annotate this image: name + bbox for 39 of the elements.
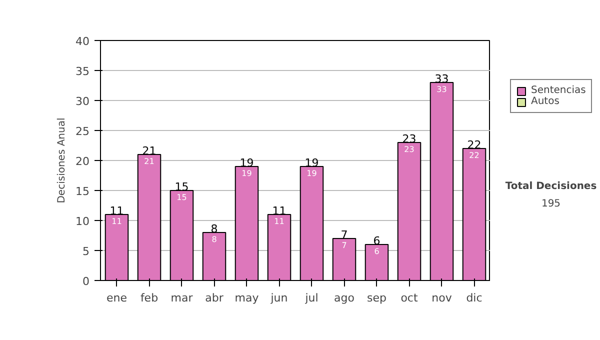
x-tick-label: oct xyxy=(400,292,418,304)
data-label: 7 xyxy=(342,241,347,250)
y-tick-label: 20 xyxy=(76,155,90,168)
y-tick-label: 15 xyxy=(76,185,90,198)
x-tick-label: dic xyxy=(466,292,482,304)
y-tick-label: 40 xyxy=(76,35,90,48)
data-label: 11 xyxy=(274,217,284,226)
x-tick-label: jun xyxy=(270,292,288,304)
x-tick-label: nov xyxy=(432,292,452,304)
y-axis-title: Decisiones Anual xyxy=(56,118,68,204)
data-label: 8 xyxy=(212,235,217,244)
data-label: 15 xyxy=(176,193,187,202)
data-label: 19 xyxy=(242,169,252,178)
data-label: 6 xyxy=(374,247,380,256)
legend-label: Autos xyxy=(531,96,560,107)
data-label: 21 xyxy=(144,157,154,166)
x-tick-label: feb xyxy=(140,292,158,304)
data-label: 11 xyxy=(112,217,122,226)
x-tick-label: mar xyxy=(170,292,194,304)
x-tick-label: ago xyxy=(334,292,355,304)
y-tick-label: 35 xyxy=(76,65,90,78)
data-label: 23 xyxy=(404,145,414,154)
data-label: 22 xyxy=(469,151,480,160)
x-tick-label: may xyxy=(234,292,260,304)
y-tick-label: 10 xyxy=(76,215,90,228)
x-tick-label: abr xyxy=(205,292,224,304)
x-tick-label: sep xyxy=(367,292,387,304)
legend-label: Sentencias xyxy=(531,85,586,96)
y-tick-label: 5 xyxy=(82,245,90,258)
x-tick-label: jul xyxy=(304,292,318,304)
x-tick-label: ene xyxy=(106,292,128,304)
y-tick-label: 30 xyxy=(76,95,90,108)
y-tick-label: 0 xyxy=(82,275,90,288)
data-label: 33 xyxy=(436,85,447,94)
text: Total Decisiones xyxy=(505,181,597,192)
total-label: 7 xyxy=(340,228,348,242)
data-label: 19 xyxy=(306,169,317,178)
text: 195 xyxy=(541,198,561,210)
y-tick-label: 25 xyxy=(76,125,90,138)
